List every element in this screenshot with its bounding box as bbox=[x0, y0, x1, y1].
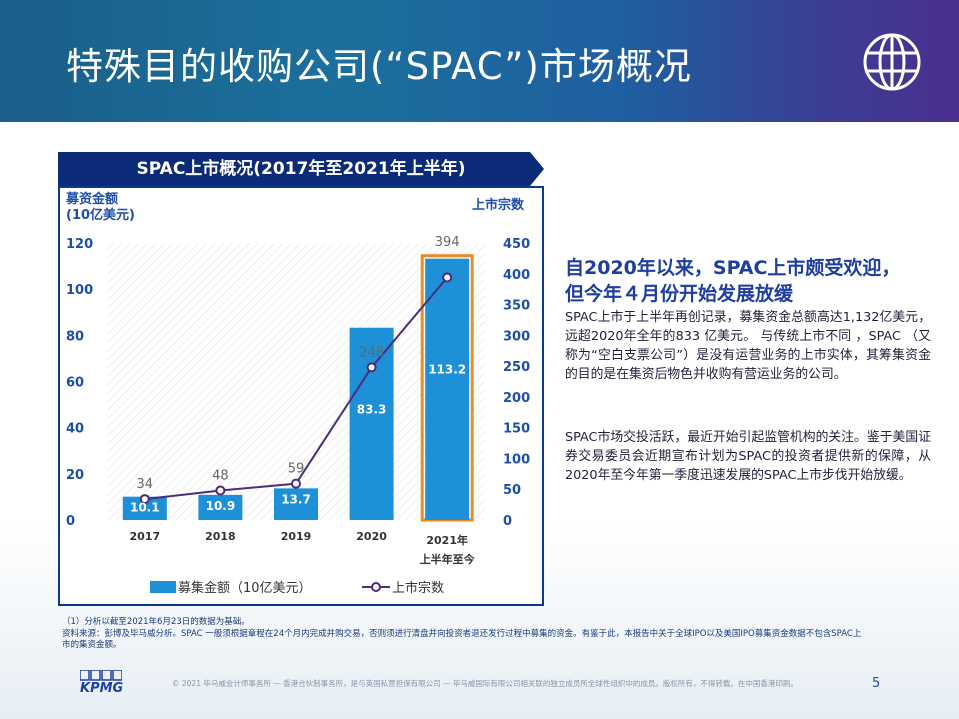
right-axis-tick: 300 bbox=[503, 329, 530, 344]
bar-value-label: 13.7 bbox=[281, 492, 311, 506]
page-title: 特殊目的收购公司(“SPAC”)市场概况 bbox=[66, 45, 692, 88]
left-axis-tick: 40 bbox=[66, 422, 84, 437]
line-value-label: 48 bbox=[212, 468, 229, 483]
left-axis-tick: 60 bbox=[66, 376, 84, 391]
legal-text: © 2021 毕马威会计师事务所 — 香港合伙制事务所，是与英国私营担保有限公司… bbox=[172, 679, 798, 688]
x-axis-tick: 2019 bbox=[281, 530, 312, 543]
chart-banner: SPAC上市概况(2017年至2021年上半年) bbox=[58, 152, 544, 186]
right-axis-tick: 50 bbox=[503, 483, 521, 498]
headline-line1: 自2020年以来，SPAC上市颇受欢迎， bbox=[565, 257, 901, 279]
line-point bbox=[291, 478, 301, 489]
commentary-paragraph-2: SPAC市场交投活跃，最近开始引起监管机构的关注。鉴于美国证券交易委员会近期宣布… bbox=[565, 430, 931, 483]
legend-line-marker bbox=[371, 582, 381, 592]
x-axis-tick: 2021年 bbox=[426, 533, 468, 547]
left-axis-tick: 80 bbox=[66, 329, 84, 344]
right-axis-title: 上市宗数 bbox=[472, 198, 525, 213]
line-point bbox=[139, 494, 150, 505]
footnote-source: 资料来源：彭博及毕马威分析。SPAC 一般须根据章程在24个月内完成并购交易，否… bbox=[62, 629, 862, 650]
right-axis-tick: 200 bbox=[503, 391, 530, 406]
kpmg-logo-boxes bbox=[80, 670, 122, 681]
right-axis-tick: 100 bbox=[503, 452, 530, 467]
globe-icon bbox=[863, 33, 921, 91]
line-point bbox=[442, 272, 453, 283]
bar bbox=[349, 327, 394, 520]
left-axis-tick: 20 bbox=[66, 468, 84, 483]
x-axis-tick: 2017 bbox=[129, 530, 160, 543]
commentary-headline: 自2020年以来，SPAC上市颇受欢迎， 但今年４月份开始发展放缓 bbox=[565, 255, 935, 307]
bar bbox=[274, 488, 318, 520]
chart-title: SPAC上市概况(2017年至2021年上半年) bbox=[136, 159, 466, 179]
left-axis-title-line1: 募资金额 bbox=[66, 192, 119, 207]
right-axis-tick: 0 bbox=[503, 514, 512, 529]
x-axis-tick: 上半年至今 bbox=[420, 552, 476, 566]
line-value-label: 59 bbox=[288, 462, 305, 477]
bar bbox=[122, 496, 167, 520]
left-axis-tick: 120 bbox=[66, 237, 93, 252]
legend-line-label: 上市宗数 bbox=[392, 580, 444, 596]
right-axis-tick: 400 bbox=[503, 268, 530, 283]
line-value-label: 34 bbox=[137, 477, 154, 492]
bar-value-label: 113.2 bbox=[428, 362, 466, 376]
legend-bar-swatch bbox=[150, 581, 176, 593]
left-axis-title: 募资金额 (10亿美元) bbox=[66, 192, 135, 224]
legend-bar-label: 募集金额（10亿美元） bbox=[178, 580, 312, 596]
line-point bbox=[366, 362, 377, 373]
right-axis-tick: 150 bbox=[503, 422, 530, 437]
bar-value-label: 10.1 bbox=[130, 501, 160, 515]
right-axis-tick: 450 bbox=[503, 237, 530, 252]
bar bbox=[198, 494, 243, 520]
left-axis-tick: 100 bbox=[66, 283, 93, 298]
bar bbox=[425, 258, 470, 520]
kpmg-logo: KPMG bbox=[80, 681, 124, 696]
page-number: 5 bbox=[872, 676, 881, 691]
header-banner: 特殊目的收购公司(“SPAC”)市场概况 bbox=[0, 0, 959, 122]
right-axis-tick: 250 bbox=[503, 360, 530, 375]
headline-line2: 但今年４月份开始发展放缓 bbox=[565, 283, 794, 305]
right-axis-tick: 350 bbox=[503, 299, 530, 314]
x-axis-tick: 2018 bbox=[205, 530, 236, 543]
bar-value-label: 10.9 bbox=[206, 499, 236, 513]
left-axis-tick: 0 bbox=[66, 514, 75, 529]
line-value-label: 394 bbox=[435, 235, 460, 250]
line-value-label: 248 bbox=[359, 345, 384, 360]
bar-value-label: 83.3 bbox=[357, 402, 387, 416]
x-axis-tick: 2020 bbox=[356, 530, 387, 543]
commentary-paragraph-1: SPAC上市于上半年再创记录，募集资金总额高达1,132亿美元，远超2020年全… bbox=[565, 310, 931, 382]
line-point bbox=[215, 485, 226, 496]
left-axis-title-line2: (10亿美元) bbox=[66, 208, 135, 223]
footnote-1: （1）分析以截至2021年6月23日的数据为基础。 bbox=[62, 617, 250, 627]
